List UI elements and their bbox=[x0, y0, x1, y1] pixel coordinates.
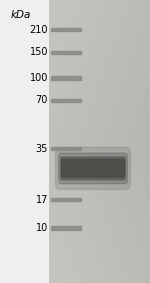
FancyBboxPatch shape bbox=[61, 157, 125, 180]
FancyBboxPatch shape bbox=[58, 153, 128, 184]
FancyBboxPatch shape bbox=[56, 147, 130, 189]
Bar bbox=[51, 147, 81, 150]
Text: kDa: kDa bbox=[11, 10, 31, 20]
Text: 70: 70 bbox=[36, 95, 48, 106]
Bar bbox=[51, 198, 81, 201]
FancyBboxPatch shape bbox=[62, 159, 124, 177]
Text: 10: 10 bbox=[36, 223, 48, 233]
Text: 17: 17 bbox=[36, 194, 48, 205]
Bar bbox=[51, 51, 81, 54]
Text: 150: 150 bbox=[30, 47, 48, 57]
Bar bbox=[51, 99, 81, 102]
Text: 100: 100 bbox=[30, 73, 48, 83]
Text: 35: 35 bbox=[36, 143, 48, 154]
Bar bbox=[51, 76, 81, 80]
Text: 210: 210 bbox=[30, 25, 48, 35]
Bar bbox=[51, 226, 81, 230]
Bar bbox=[51, 28, 81, 31]
